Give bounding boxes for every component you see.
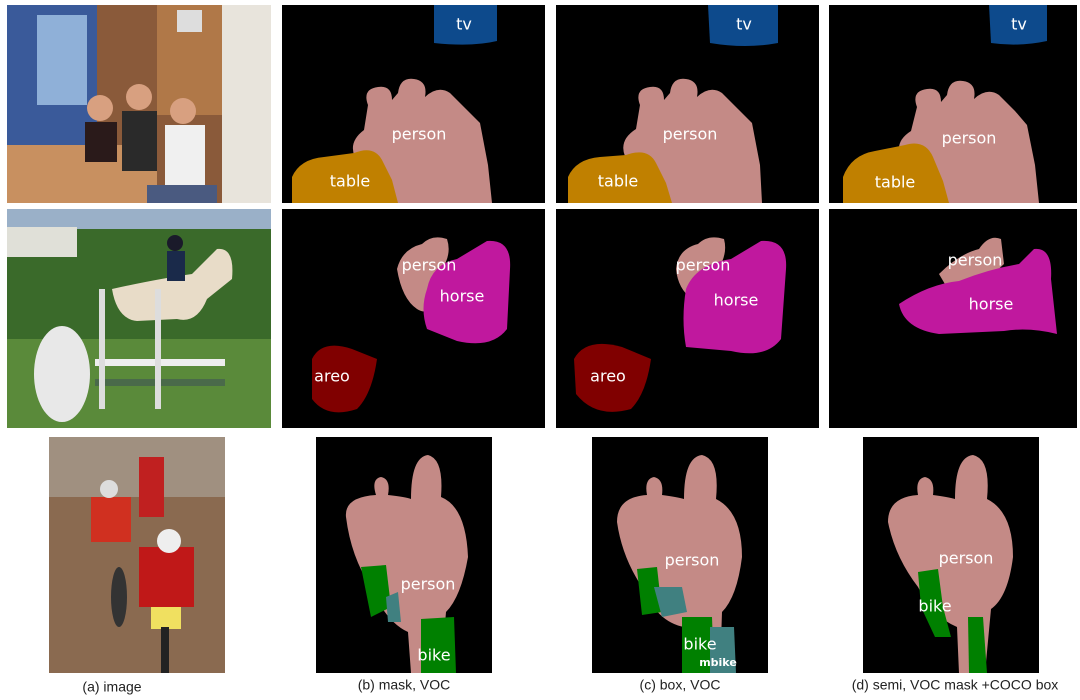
mask-panel-shape <box>568 152 672 203</box>
segment-label: person <box>402 256 457 275</box>
mask-panel-shape <box>434 5 497 45</box>
segment-label: person <box>948 251 1003 270</box>
photo-horse-shape <box>167 235 183 251</box>
photo-room-shape <box>177 10 202 32</box>
mask-panel: tv person table <box>282 5 545 203</box>
mask-panel: person bike <box>316 437 492 673</box>
photo-bikes-shape <box>157 529 181 553</box>
photo-room-shape <box>165 125 205 185</box>
mask-panel-shape <box>292 150 398 203</box>
segment-label: bike <box>918 597 951 616</box>
mask-panel-shape <box>968 617 987 673</box>
mask-panel-shape <box>312 345 377 413</box>
photo-bikes <box>49 437 225 673</box>
segment-label: person <box>939 549 994 568</box>
mask-panel-shape <box>637 567 662 615</box>
photo-room-shape <box>126 84 152 110</box>
mask-panel-shape <box>989 5 1047 45</box>
mask-panel-shape <box>574 343 651 412</box>
mask-panel-shape <box>423 240 511 344</box>
segment-label: person <box>401 575 456 594</box>
caption: (b) mask, VOC <box>358 677 451 693</box>
mask-panel-shape <box>683 240 787 354</box>
segment-label: table <box>598 172 639 191</box>
segment-label: person <box>665 551 720 570</box>
photo-bikes-shape <box>49 437 225 497</box>
photo-horse-shape <box>167 251 185 281</box>
photo-room-shape <box>170 98 196 124</box>
mask-panel: person horse <box>829 209 1077 428</box>
caption: (a) image <box>82 679 141 695</box>
segment-label: horse <box>969 295 1014 314</box>
caption: (d) semi, VOC mask +COCO box <box>852 677 1059 693</box>
photo-room-shape <box>85 122 117 162</box>
mask-panel-shape <box>708 5 778 46</box>
segment-label: tv <box>1011 15 1027 34</box>
photo-bikes-shape <box>161 627 169 673</box>
mask-panel: tv person table <box>829 5 1077 203</box>
photo-room-shape <box>147 185 217 203</box>
photo-horse <box>7 209 271 428</box>
mask-panel: person bike mbike <box>592 437 768 673</box>
caption: (c) box, VOC <box>640 677 721 693</box>
photo-horse-shape <box>155 289 161 409</box>
photo-horse-shape <box>34 326 90 422</box>
photo-room-shape <box>122 111 157 171</box>
photo-horse-shape <box>7 227 77 257</box>
photo-room <box>7 5 271 203</box>
segment-label: areo <box>590 367 626 386</box>
mask-panel-shape <box>918 569 951 637</box>
photo-room-shape <box>37 15 87 105</box>
segment-label: person <box>942 129 997 148</box>
mask-panel-shape <box>654 587 687 617</box>
mask-panel-shape <box>421 617 456 673</box>
photo-bikes-shape <box>91 497 131 542</box>
segment-label: person <box>392 125 447 144</box>
segment-label: tv <box>456 15 472 34</box>
segment-label: table <box>330 172 371 191</box>
mask-panel: tv person table <box>556 5 819 203</box>
mask-panel-shape <box>386 592 401 622</box>
segment-label: horse <box>714 291 759 310</box>
mask-panel: person horse areo <box>556 209 819 428</box>
segment-label: horse <box>440 287 485 306</box>
mask-panel: person bike <box>863 437 1039 673</box>
mask-panel-shape <box>899 248 1057 334</box>
photo-horse-shape <box>99 289 105 409</box>
mask-panel-shape <box>710 627 736 673</box>
segment-label: person <box>663 125 718 144</box>
mask-panel-shape <box>361 565 391 617</box>
photo-bikes-shape <box>151 607 181 629</box>
mask-panel-shape <box>843 143 949 203</box>
segment-label: bike <box>417 646 450 665</box>
segment-label: table <box>875 173 916 192</box>
segment-label: mbike <box>699 656 737 669</box>
segment-label: person <box>676 256 731 275</box>
mask-panel-shape <box>682 617 714 673</box>
segment-label: areo <box>314 367 350 386</box>
photo-bikes-shape <box>100 480 118 498</box>
photo-horse-shape <box>112 248 233 321</box>
segment-label: tv <box>736 15 752 34</box>
photo-room-shape <box>222 5 271 203</box>
mask-panel-shape <box>939 237 1004 291</box>
photo-bikes-shape <box>139 547 194 607</box>
photo-bikes-shape <box>139 457 164 517</box>
photo-room-shape <box>87 95 113 121</box>
mask-panel: person horse areo <box>282 209 545 428</box>
segment-label: bike <box>683 635 716 654</box>
photo-bikes-shape <box>111 567 127 627</box>
